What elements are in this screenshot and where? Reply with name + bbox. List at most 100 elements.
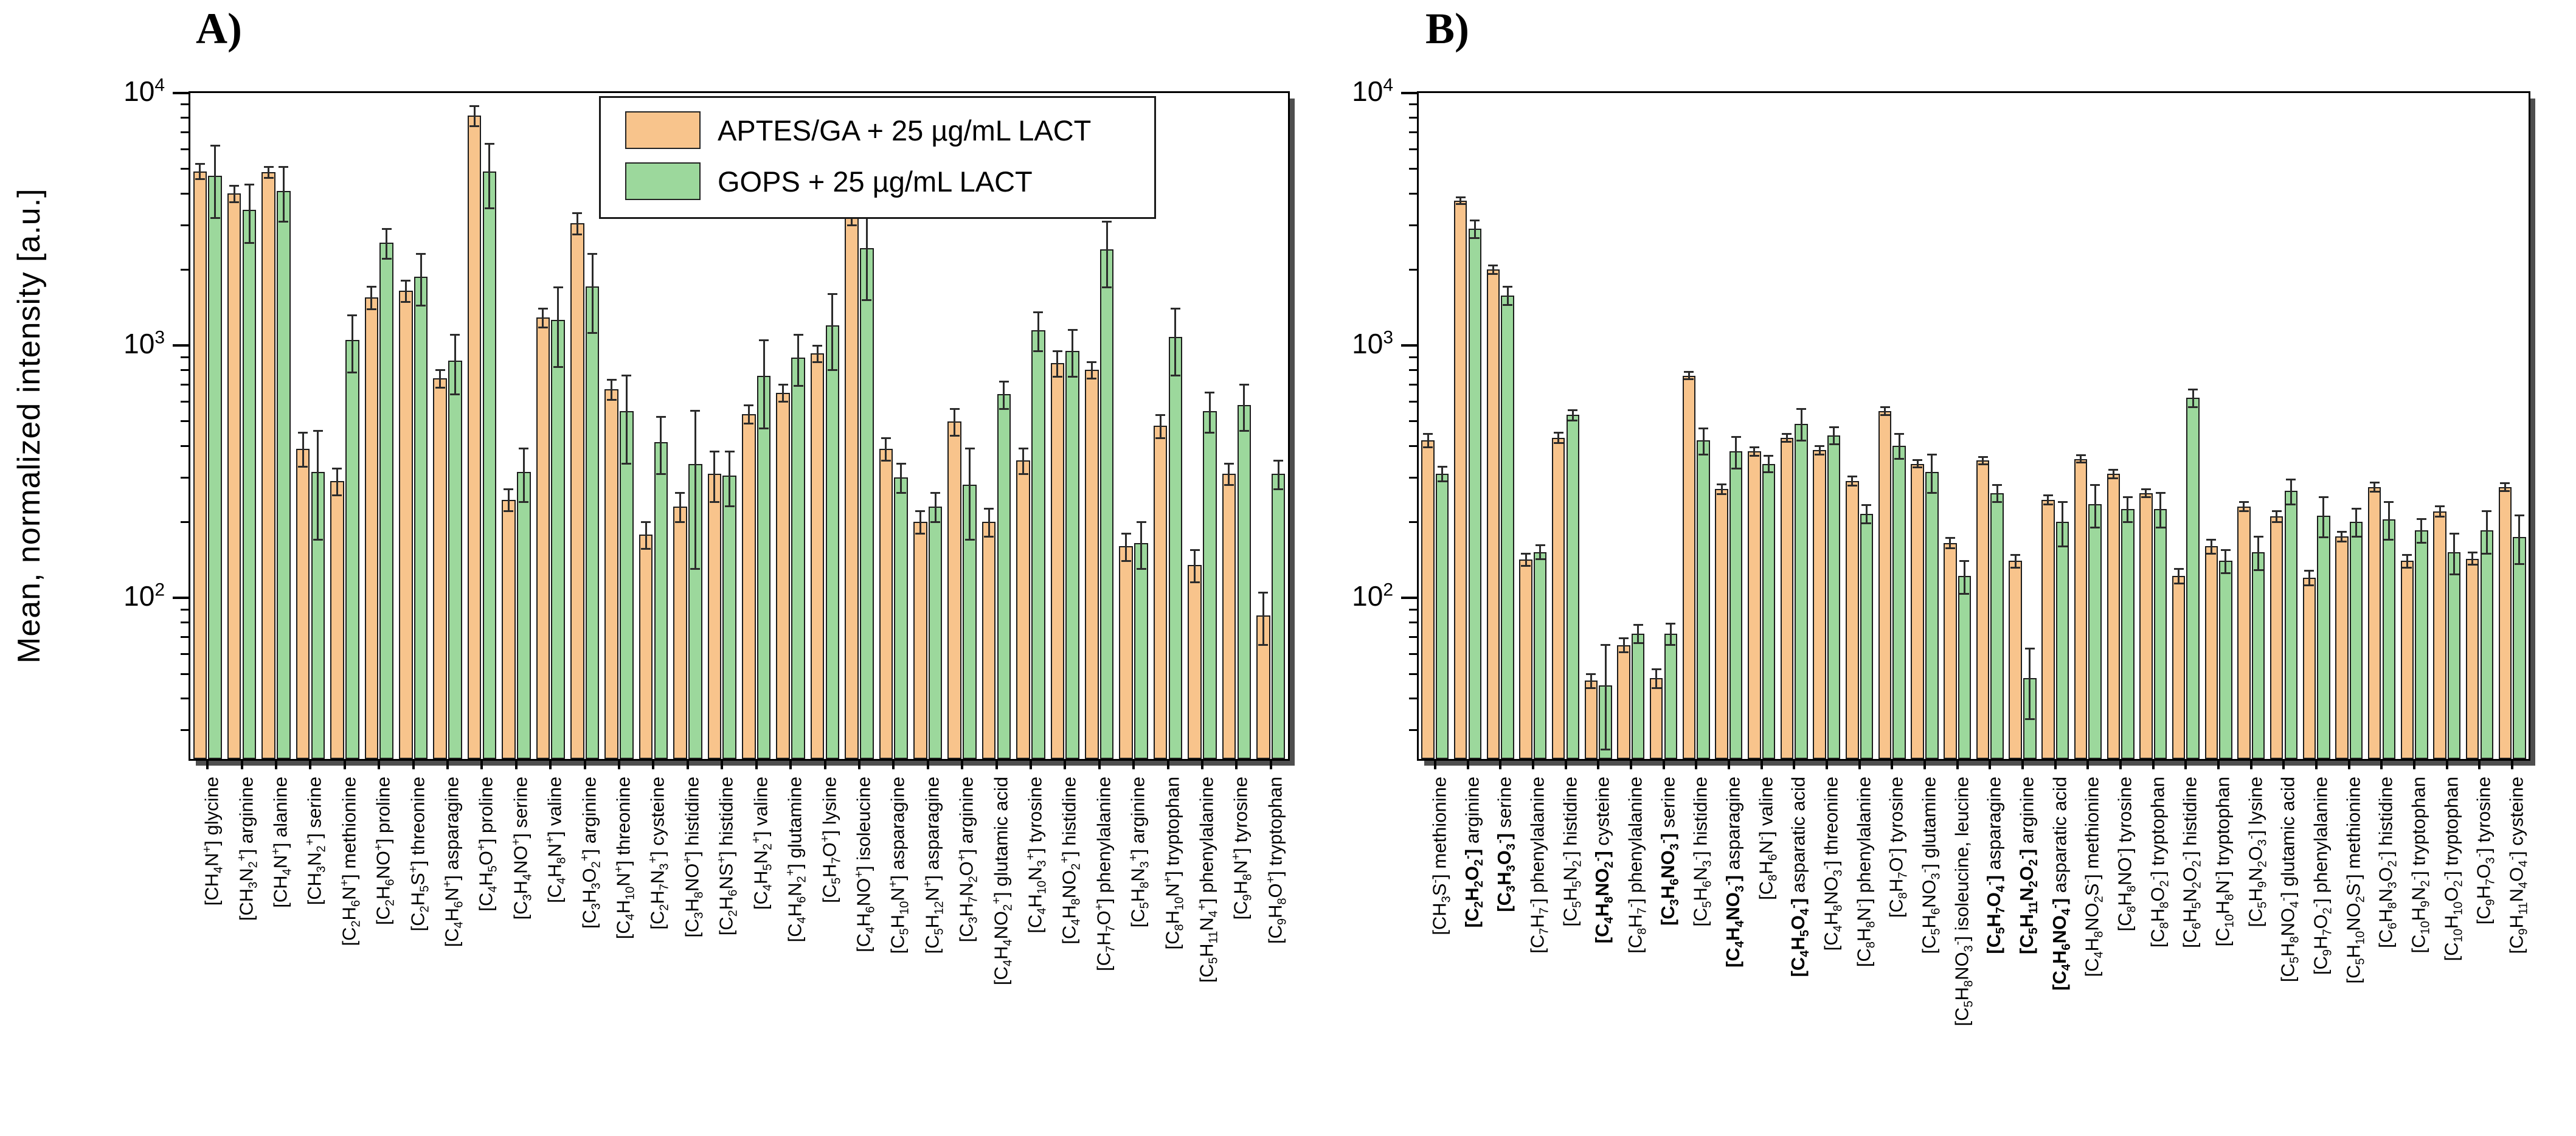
y-major-tick <box>173 597 189 600</box>
x-category-label: [C4H8NO2S-] methionine <box>2081 777 2106 977</box>
bar-aptes <box>467 115 482 759</box>
bar-aptes <box>1650 678 1663 759</box>
bar-gops <box>860 248 874 759</box>
bar-gops <box>2284 491 2297 759</box>
error-bar-cap-bottom <box>621 463 632 465</box>
error-bar <box>2341 532 2343 542</box>
bar-aptes <box>1421 440 1435 759</box>
bar-aptes <box>1552 438 1565 759</box>
error-bar <box>522 448 525 502</box>
error-bar <box>1818 446 1821 455</box>
x-tick <box>480 759 483 769</box>
bar-aptes <box>1846 481 1859 759</box>
error-bar-cap-top <box>2173 568 2184 570</box>
error-bar <box>1637 625 1639 643</box>
y-minor-tick <box>181 224 189 226</box>
x-tick <box>2119 759 2122 769</box>
y-tick-label: 104 <box>123 75 165 107</box>
x-tick <box>309 759 312 769</box>
panel-a-title: A) <box>196 4 242 53</box>
error-bar <box>2471 552 2474 565</box>
y-minor-tick <box>181 420 189 423</box>
error-bar-cap-bottom <box>2336 541 2347 543</box>
bar-aptes <box>1486 269 1500 759</box>
x-tick <box>1269 759 1272 769</box>
bar-gops <box>1729 451 1743 759</box>
bar-aptes <box>2335 536 2349 759</box>
error-bar-cap-bottom <box>2141 496 2151 499</box>
error-bar-cap-bottom <box>572 234 583 236</box>
x-category-label: [C4H8NO2+] histidine <box>1058 777 1083 944</box>
bar-aptes <box>845 216 859 759</box>
y-minor-tick <box>1409 420 1417 423</box>
error-bar-cap-top <box>484 142 494 145</box>
error-bar <box>542 308 544 328</box>
x-category-label: [C7H7-] phenylalanine <box>1526 777 1551 954</box>
error-bar-cap-bottom <box>2238 510 2249 513</box>
error-bar-cap-top <box>2220 549 2231 551</box>
y-minor-tick <box>1409 168 1417 170</box>
error-bar-cap-top <box>881 437 891 439</box>
error-bar-cap-bottom <box>2402 566 2412 569</box>
error-bar-cap-bottom <box>1033 350 1044 352</box>
error-bar-cap-bottom <box>1847 485 1857 487</box>
error-bar <box>1459 197 1462 204</box>
error-bar <box>988 508 990 537</box>
error-bar-cap-top <box>332 468 342 470</box>
error-bar-cap-top <box>2286 478 2296 480</box>
error-bar-cap-bottom <box>2024 718 2035 721</box>
bar-aptes <box>1222 474 1236 759</box>
error-bar-cap-top <box>538 307 548 310</box>
bar-gops <box>208 176 222 759</box>
error-bar-cap-top <box>1619 637 1629 640</box>
error-bar-cap-bottom <box>2435 515 2445 518</box>
x-tick <box>1629 759 1632 769</box>
bar-gops <box>1203 410 1217 759</box>
error-bar <box>816 345 819 362</box>
error-bar-cap-top <box>2402 553 2412 556</box>
bar-gops <box>2447 552 2461 759</box>
error-bar-cap-bottom <box>450 393 460 395</box>
bar-gops <box>1892 446 1906 759</box>
x-tick <box>789 759 792 769</box>
x-category-label: [C4H10N3+] tyrosine <box>1023 777 1049 933</box>
error-bar <box>2112 469 2114 479</box>
bar-aptes <box>2498 487 2512 759</box>
bar-aptes <box>810 353 825 759</box>
error-bar-cap-top <box>1067 329 1078 331</box>
error-bar <box>1655 669 1658 688</box>
bar-aptes <box>2433 511 2446 759</box>
bar-gops <box>1501 295 1514 759</box>
error-bar <box>1622 638 1625 653</box>
error-bar-cap-top <box>2090 483 2100 486</box>
x-category-label: [CH4N+] alanine <box>269 777 294 908</box>
y-tick-label: 103 <box>123 327 165 360</box>
x-tick <box>583 759 586 769</box>
error-bar <box>1003 381 1005 409</box>
error-bar-cap-bottom <box>1224 483 1234 486</box>
y-minor-tick <box>1409 521 1417 523</box>
x-tick <box>2282 759 2285 769</box>
x-category-label: [C5H11N2O2-] arginine <box>2016 777 2041 955</box>
error-bar-cap-bottom <box>2043 503 2053 505</box>
error-bar <box>729 451 731 507</box>
bar-aptes <box>639 535 653 759</box>
x-category-label: [C9H11N4O4-] cysteine <box>2505 777 2530 954</box>
error-bar <box>2047 495 2049 505</box>
error-bar <box>439 370 441 388</box>
error-bar-cap-bottom <box>930 521 941 523</box>
bar-gops <box>1468 229 1482 759</box>
error-bar-cap-bottom <box>984 535 994 538</box>
error-bar-cap-bottom <box>1927 492 1937 494</box>
error-bar <box>1125 533 1127 561</box>
x-tick <box>2152 759 2155 769</box>
error-bar-cap-bottom <box>1437 480 1447 482</box>
error-bar-cap-bottom <box>2010 566 2021 569</box>
error-bar-cap-top <box>2188 388 2198 390</box>
x-category-label: [C4H5O+] proline <box>475 777 500 912</box>
x-category-label: [C4H4NO2+] glutamic acid <box>989 777 1015 986</box>
y-minor-tick <box>181 445 189 447</box>
error-bar-cap-bottom <box>2286 503 2296 505</box>
error-bar <box>900 463 902 493</box>
bar-gops <box>1860 514 1874 759</box>
